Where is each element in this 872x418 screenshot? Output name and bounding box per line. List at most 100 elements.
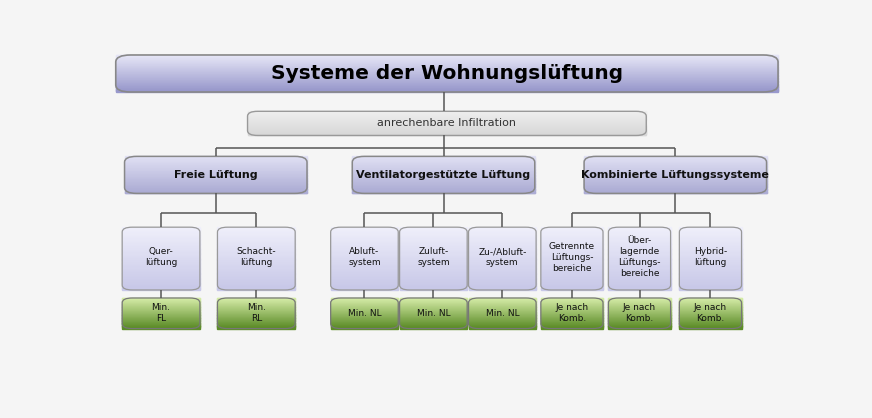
- Bar: [122, 320, 200, 321]
- Bar: [122, 240, 200, 241]
- Bar: [248, 129, 646, 130]
- Bar: [468, 265, 536, 266]
- Bar: [609, 299, 671, 300]
- Bar: [468, 248, 536, 250]
- Bar: [679, 288, 741, 290]
- Bar: [330, 298, 399, 299]
- Bar: [541, 240, 603, 241]
- Bar: [541, 302, 603, 303]
- Bar: [116, 55, 778, 56]
- Bar: [541, 313, 603, 314]
- Bar: [541, 318, 603, 319]
- Bar: [352, 174, 535, 175]
- Bar: [125, 160, 307, 161]
- Bar: [330, 232, 399, 234]
- Bar: [217, 322, 296, 323]
- Bar: [399, 308, 467, 310]
- Bar: [468, 307, 536, 308]
- Bar: [468, 241, 536, 242]
- Bar: [468, 304, 536, 305]
- Bar: [468, 231, 536, 232]
- Bar: [116, 81, 778, 82]
- Bar: [584, 188, 766, 189]
- Bar: [330, 301, 399, 302]
- Bar: [116, 79, 778, 80]
- Bar: [217, 301, 296, 302]
- Bar: [352, 182, 535, 183]
- Bar: [609, 253, 671, 255]
- Bar: [116, 85, 778, 86]
- Bar: [399, 260, 467, 261]
- Bar: [125, 185, 307, 186]
- Bar: [122, 312, 200, 313]
- Bar: [217, 236, 296, 237]
- Bar: [116, 68, 778, 69]
- Bar: [541, 255, 603, 256]
- Bar: [352, 160, 535, 161]
- Bar: [679, 308, 741, 309]
- Bar: [125, 168, 307, 170]
- Bar: [125, 175, 307, 176]
- Bar: [468, 303, 536, 304]
- Bar: [330, 256, 399, 257]
- Bar: [468, 321, 536, 322]
- Bar: [217, 286, 296, 288]
- Bar: [679, 302, 741, 303]
- Bar: [122, 275, 200, 276]
- Bar: [125, 189, 307, 191]
- Bar: [217, 308, 296, 309]
- Bar: [116, 58, 778, 59]
- Bar: [217, 316, 296, 317]
- Bar: [399, 313, 467, 314]
- Bar: [541, 260, 603, 261]
- Bar: [399, 251, 467, 252]
- Bar: [541, 277, 603, 279]
- Bar: [468, 300, 536, 301]
- Bar: [217, 253, 296, 255]
- Text: Quer-
lüftung: Quer- lüftung: [145, 247, 177, 268]
- Bar: [468, 281, 536, 283]
- Bar: [122, 227, 200, 229]
- Bar: [330, 238, 399, 240]
- Bar: [468, 258, 536, 260]
- Bar: [541, 326, 603, 327]
- Bar: [541, 228, 603, 230]
- Bar: [399, 246, 467, 247]
- Bar: [330, 303, 399, 304]
- Bar: [330, 283, 399, 285]
- Bar: [468, 325, 536, 326]
- Bar: [468, 280, 536, 281]
- Bar: [217, 320, 296, 321]
- Bar: [468, 299, 536, 300]
- Bar: [679, 228, 741, 230]
- Bar: [609, 318, 671, 319]
- Bar: [468, 305, 536, 306]
- Bar: [679, 326, 741, 327]
- Bar: [679, 247, 741, 249]
- Bar: [248, 118, 646, 119]
- Bar: [609, 328, 671, 329]
- Bar: [352, 188, 535, 189]
- Bar: [609, 322, 671, 323]
- Bar: [468, 318, 536, 319]
- Bar: [116, 67, 778, 68]
- Bar: [330, 318, 399, 319]
- Bar: [609, 261, 671, 263]
- Bar: [609, 309, 671, 310]
- Bar: [399, 316, 467, 318]
- Bar: [248, 134, 646, 135]
- Bar: [609, 243, 671, 245]
- Bar: [679, 325, 741, 326]
- Bar: [399, 270, 467, 271]
- Bar: [217, 241, 296, 242]
- Bar: [541, 232, 603, 234]
- Bar: [217, 299, 296, 300]
- Bar: [679, 251, 741, 252]
- Bar: [352, 169, 535, 171]
- Bar: [609, 303, 671, 304]
- Bar: [116, 72, 778, 74]
- Bar: [122, 252, 200, 254]
- Bar: [679, 322, 741, 323]
- Bar: [248, 124, 646, 125]
- Bar: [679, 252, 741, 254]
